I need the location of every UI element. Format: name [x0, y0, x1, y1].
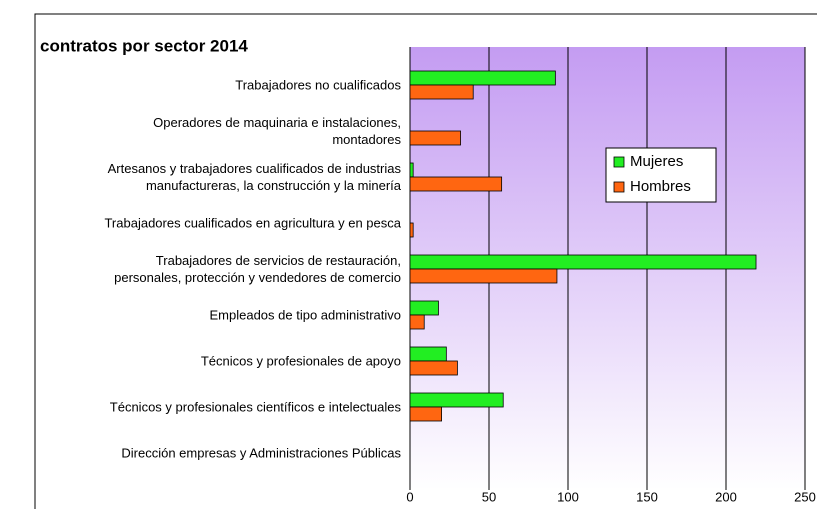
bar — [409, 70, 556, 86]
bar — [409, 222, 414, 238]
bar — [409, 300, 439, 316]
legend-swatch — [613, 181, 625, 193]
x-tick-label: 0 — [406, 489, 413, 504]
bar — [409, 84, 474, 100]
bar — [409, 392, 504, 408]
x-tick-label: 200 — [715, 489, 737, 504]
bar — [409, 268, 558, 284]
category-label: Dirección empresas y Administraciones Pú… — [121, 445, 401, 461]
category-label: Trabajadores de servicios de restauració… — [114, 253, 401, 285]
category-label: Empleados de tipo administrativo — [209, 307, 402, 323]
bar — [409, 130, 461, 146]
bar — [409, 314, 425, 330]
category-label: Técnicos y profesionales científicos e i… — [109, 399, 401, 415]
bar — [409, 254, 757, 270]
frame — [34, 13, 817, 509]
category-label: Técnicos y profesionales de apoyo — [200, 353, 401, 369]
chart-title: contratos por sector 2014 — [40, 36, 248, 55]
category-label: Trabajadores no cualificados — [235, 77, 401, 93]
bar — [409, 360, 458, 376]
x-tick-label: 50 — [482, 489, 496, 504]
x-tick-label: 250 — [794, 489, 816, 504]
bar — [409, 406, 443, 422]
x-tick-label: 100 — [557, 489, 579, 504]
legend-swatch — [613, 156, 625, 168]
legend-label: Hombres — [630, 178, 691, 195]
category-label: Trabajadores cualificados en agricultura… — [104, 215, 401, 231]
legend-label: Mujeres — [630, 153, 683, 170]
bar — [409, 162, 414, 178]
category-label: Operadores de maquinaria e instalaciones… — [153, 115, 401, 147]
bar — [409, 176, 503, 192]
bar — [409, 346, 447, 362]
x-tick-label: 150 — [636, 489, 658, 504]
category-label: Artesanos y trabajadores cualificados de… — [107, 161, 401, 193]
